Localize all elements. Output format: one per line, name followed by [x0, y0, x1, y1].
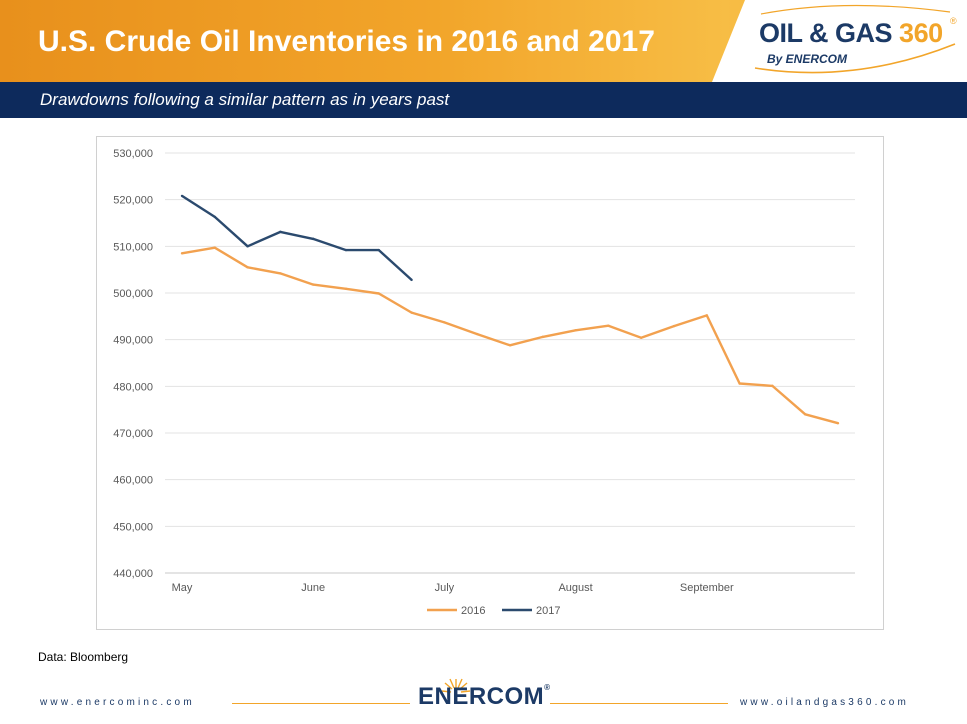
enercom-footer-logo: ENERCOM®	[418, 683, 551, 711]
y-tick-label: 470,000	[113, 428, 153, 440]
data-point-2016	[836, 422, 840, 425]
footer-divider-right	[550, 703, 728, 704]
data-point-2016	[804, 413, 807, 416]
data-point-2016	[640, 336, 643, 339]
data-point-2016	[246, 266, 249, 269]
data-point-2016	[541, 335, 544, 339]
data-point-2017	[246, 245, 249, 248]
y-tick-label: 440,000	[113, 568, 153, 580]
y-tick-label: 530,000	[113, 148, 153, 160]
logo-swoosh-icon	[754, 4, 956, 74]
data-point-2016	[279, 272, 282, 275]
data-point-2016	[410, 311, 413, 314]
header-banner: U.S. Crude Oil Inventories in 2016 and 2…	[0, 0, 967, 82]
footer-divider-left	[232, 703, 410, 704]
data-point-2017	[344, 248, 348, 252]
inventory-line-chart: 440,000 450,000 460,000 470,000 480,000 490,0…	[113, 148, 855, 617]
data-point-2016	[377, 292, 380, 295]
footer-url-right[interactable]: www.oilandgas360.com	[740, 697, 910, 708]
x-tick-label: September	[680, 582, 734, 594]
y-tick-label: 490,000	[113, 335, 153, 347]
data-point-2016	[574, 329, 577, 332]
data-point-2016	[771, 384, 774, 388]
y-tick-label: 500,000	[113, 288, 153, 300]
data-point-2017	[410, 278, 413, 282]
logo-registered-mark: ®	[950, 16, 957, 26]
legend-label: 2017	[536, 605, 560, 617]
sunburst-icon	[441, 678, 471, 693]
data-point-2016	[344, 287, 348, 290]
chart-frame: 440,000 450,000 460,000 470,000 480,000 490,0…	[96, 136, 884, 630]
y-tick-label: 460,000	[113, 475, 153, 487]
data-source-note: Data: Bloomberg	[38, 650, 129, 664]
x-tick-label: July	[435, 582, 455, 594]
header-orange-band	[0, 0, 745, 82]
page-title: U.S. Crude Oil Inventories in 2016 and 2…	[38, 25, 655, 58]
footer-logo-text: ENERCOM	[418, 683, 545, 710]
data-point-2017	[279, 230, 282, 234]
logo-byline: By ENERCOM	[767, 52, 848, 66]
data-point-2017	[213, 215, 216, 219]
data-point-2016	[508, 344, 512, 347]
series-line-2017	[181, 194, 413, 281]
footer-url-left[interactable]: www.enercominc.com	[40, 697, 195, 708]
data-point-2017	[312, 237, 315, 241]
data-point-2016	[443, 321, 446, 324]
y-tick-label: 450,000	[113, 521, 153, 533]
x-tick-label: June	[301, 582, 325, 594]
data-point-2016	[738, 382, 741, 385]
logo-number: 360	[899, 18, 943, 48]
x-tick-label: May	[172, 582, 193, 594]
subtitle: Drawdowns following a similar pattern as…	[40, 90, 450, 109]
logo-wordmark: OIL & GAS 360	[759, 18, 943, 49]
data-point-2016	[312, 283, 315, 286]
data-point-2016	[180, 252, 184, 255]
data-point-2016	[607, 324, 610, 327]
legend-label: 2016	[461, 605, 485, 617]
data-point-2016	[213, 246, 216, 249]
logo-main-text: OIL & GAS	[759, 18, 893, 48]
footer-logo-registered: ®	[544, 683, 551, 692]
data-point-2016	[476, 332, 479, 336]
y-tick-label: 510,000	[113, 241, 153, 253]
y-tick-label: 480,000	[113, 381, 153, 393]
data-point-2016	[672, 324, 676, 328]
data-point-2017	[180, 194, 184, 198]
data-point-2017	[377, 248, 380, 252]
x-tick-label: August	[558, 582, 592, 594]
data-point-2016	[705, 314, 708, 317]
oil-gas-360-logo: OIL & GAS 360 ® By ENERCOM	[745, 0, 967, 82]
y-tick-label: 520,000	[113, 195, 153, 207]
subtitle-bar	[0, 82, 967, 118]
